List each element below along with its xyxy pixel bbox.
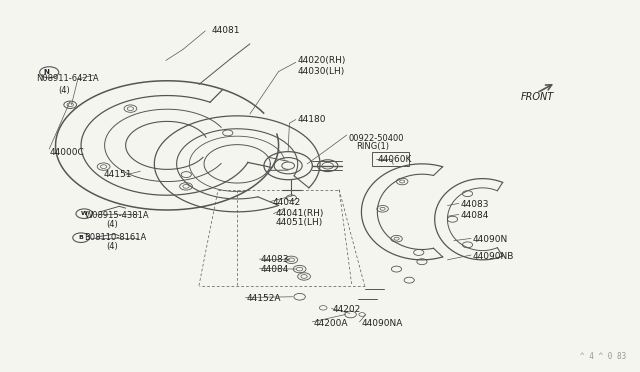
Text: 44083: 44083 [260,255,289,264]
Text: 44051(LH): 44051(LH) [275,218,323,227]
Text: 44084: 44084 [460,211,488,220]
Text: FRONT: FRONT [521,92,554,102]
Text: B: B [79,235,83,240]
Text: N: N [43,69,49,75]
Text: 44083: 44083 [460,200,489,209]
Text: 44041(RH): 44041(RH) [275,209,324,218]
Text: B08110-8161A: B08110-8161A [84,233,147,242]
Text: 44020(RH): 44020(RH) [298,56,346,65]
Bar [372,152,409,166]
Text: 44081: 44081 [212,26,240,35]
Text: 44200A: 44200A [314,319,348,328]
Text: 44152A: 44152A [246,294,281,303]
Text: 44060K: 44060K [378,155,412,164]
Text: 44151: 44151 [103,170,132,179]
Text: 44202: 44202 [333,305,361,314]
Text: 44090NB: 44090NB [473,251,515,261]
Text: W: W [81,211,88,216]
Text: 44090NA: 44090NA [362,319,403,328]
Text: 44090N: 44090N [473,235,508,244]
Text: 44030(LH): 44030(LH) [298,67,345,76]
Text: (4): (4) [59,86,70,94]
Text: 44000C: 44000C [49,148,84,157]
Text: W08915-4381A: W08915-4381A [84,211,149,220]
Text: 44042: 44042 [272,198,300,207]
Text: 44084: 44084 [260,264,289,273]
Text: 00922-50400: 00922-50400 [349,134,404,142]
Text: ^ 4 ^ 0 83: ^ 4 ^ 0 83 [580,352,626,361]
Text: 44180: 44180 [298,115,326,124]
Text: RING(1): RING(1) [356,142,389,151]
Text: N08911-6421A: N08911-6421A [36,74,99,83]
Text: (4): (4) [106,242,118,251]
Text: (4): (4) [106,219,118,228]
